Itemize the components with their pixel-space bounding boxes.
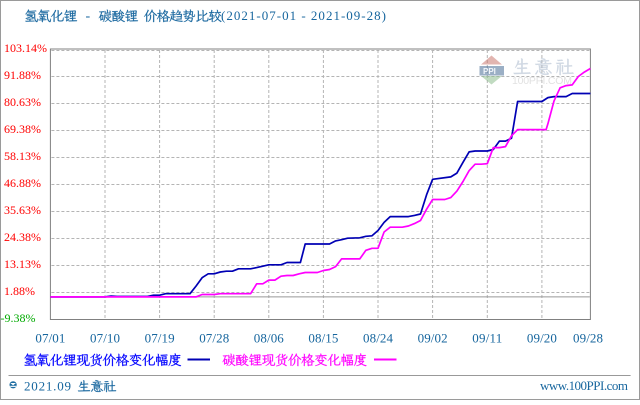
svg-text:13.13%: 13.13% xyxy=(4,257,41,271)
svg-text:PPI: PPI xyxy=(483,67,496,76)
svg-text:103.14%: 103.14% xyxy=(4,41,47,55)
svg-text:-9.38%: -9.38% xyxy=(1,311,36,325)
svg-text:69.38%: 69.38% xyxy=(4,122,41,136)
svg-text:09/11: 09/11 xyxy=(472,330,502,345)
svg-text:35.63%: 35.63% xyxy=(4,203,41,217)
svg-text:91.88%: 91.88% xyxy=(4,68,41,82)
svg-text:2021.09: 2021.09 xyxy=(24,378,71,393)
svg-text:58.13%: 58.13% xyxy=(4,149,41,163)
svg-text:-: - xyxy=(86,9,91,24)
svg-text:08/24: 08/24 xyxy=(363,330,394,345)
svg-text:46.88%: 46.88% xyxy=(4,176,41,190)
svg-text:24.38%: 24.38% xyxy=(4,230,41,244)
svg-text:09/02: 09/02 xyxy=(418,330,448,345)
svg-text:07/19: 07/19 xyxy=(145,330,175,345)
svg-text:80.63%: 80.63% xyxy=(4,95,41,109)
svg-text:(2021-07-01 - 2021-09-28): (2021-07-01 - 2021-09-28) xyxy=(221,8,386,23)
svg-text:07/01: 07/01 xyxy=(35,330,65,345)
svg-text:09/20: 09/20 xyxy=(527,330,557,345)
svg-text:08/15: 08/15 xyxy=(308,330,338,345)
svg-text:07/28: 07/28 xyxy=(199,330,229,345)
svg-text:www.100PPI.com: www.100PPI.com xyxy=(540,378,628,393)
svg-text:09/28: 09/28 xyxy=(573,330,603,345)
svg-text:08/06: 08/06 xyxy=(254,330,285,345)
svg-text:07/10: 07/10 xyxy=(90,330,120,345)
svg-text:100PPI.COM: 100PPI.COM xyxy=(512,75,572,87)
svg-text:1.88%: 1.88% xyxy=(4,284,35,298)
